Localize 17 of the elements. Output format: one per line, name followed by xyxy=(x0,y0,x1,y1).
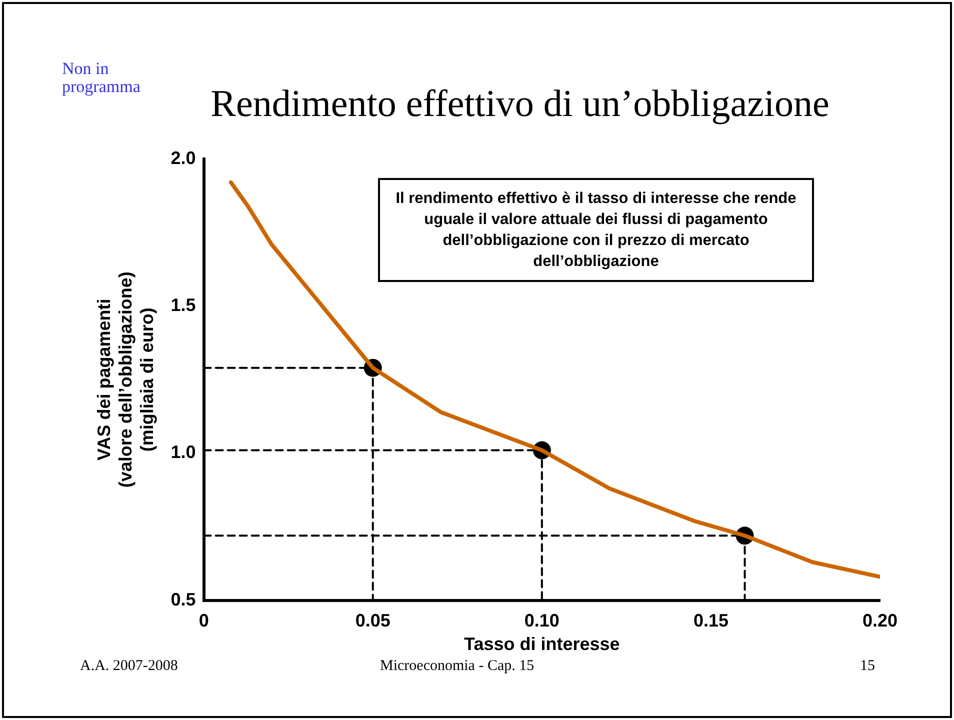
text: 15 xyxy=(860,658,875,675)
y-tick-label: 1.0 xyxy=(170,442,196,462)
chart-title: Rendimento effettivo di un’obbligazione xyxy=(210,82,830,126)
x-tick-label: 0.20 xyxy=(862,610,898,630)
text: A.A. 2007-2008 xyxy=(80,658,178,675)
y-tick-label: 2.0 xyxy=(170,148,196,168)
x-tick-label: 0.10 xyxy=(524,610,560,630)
x-axis-title: Tasso di interesse xyxy=(464,634,620,654)
x-tick-label: 0.05 xyxy=(355,610,390,630)
y-tick-label: 1.5 xyxy=(170,294,196,315)
x-tick-label: 0 xyxy=(198,610,209,630)
x-tick-label: 0.15 xyxy=(693,610,728,630)
text: Non in programma xyxy=(62,59,142,96)
text: Microeconomia - Cap. 15 xyxy=(380,658,534,675)
annotation: Il rendimento effettivo è il tasso di interesse che rende uguale il valore attuale dei flussi di pagamento dell’obbligazione con il prezzo di mercato dell’obbligazione xyxy=(378,178,814,282)
y-axis-title: VAS dei pagamenti (valore dell’obbligazione) (migliaia di euro) xyxy=(94,272,157,488)
y-tick-label: 0.5 xyxy=(170,589,196,610)
